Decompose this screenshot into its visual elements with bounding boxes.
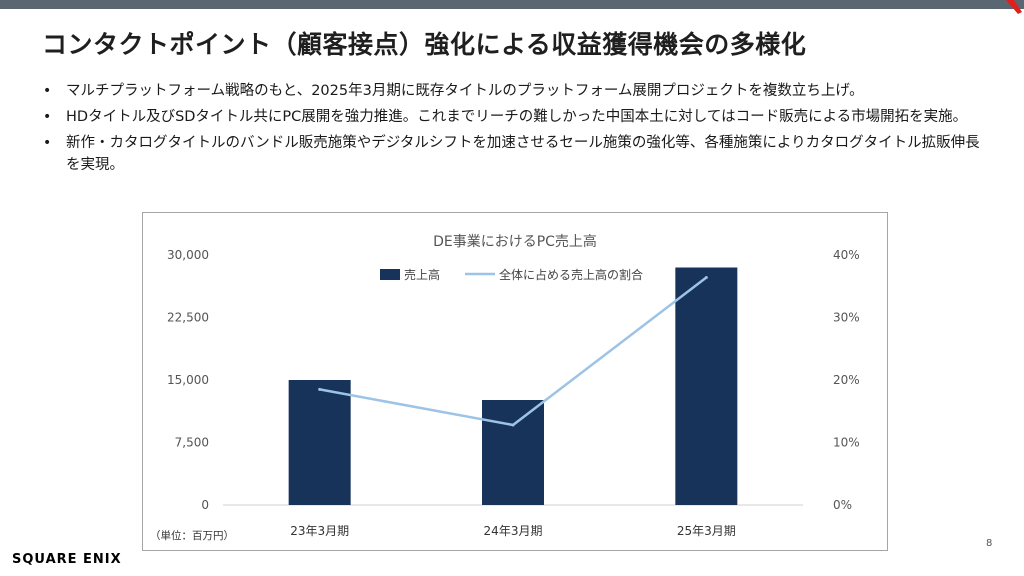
company-logo: SQUARE ENIX [12,552,122,567]
y-right-tick-label: 30% [833,311,860,325]
top-banner [0,0,1024,9]
chart-title: DE事業におけるPC売上高 [433,233,597,250]
x-category-label: 23年3月期 [290,524,349,538]
y-right-tick-label: 20% [833,373,860,387]
bar-sales-1 [288,380,351,505]
line-share-point-2 [511,423,515,427]
bullet-item: 新作・カタログタイトルのバンドル販売施策やデジタルシフトを加速させるセール施策の… [40,132,980,176]
legend-label-sales: 売上高 [404,267,440,282]
x-category-label: 24年3月期 [484,524,543,538]
y-left-tick-label: 22,500 [167,311,209,325]
bullet-item: HDタイトル及びSDタイトル共にPC展開を強力推進。これまでリーチの難しかった中… [40,106,980,128]
pc-sales-chart: DE事業におけるPC売上高 0 7,500 15,000 22,500 30,000 0% 1… [142,212,888,551]
bullet-list: マルチプラットフォーム戦略のもと、2025年3月期に既存タイトルのプラットフォー… [40,80,980,180]
chart-canvas: DE事業におけるPC売上高 0 7,500 15,000 22,500 30,000 0% 1… [167,233,860,538]
bar-sales-3 [675,267,738,505]
y-right-tick-label: 0% [833,498,852,512]
y-left-tick-label: 15,000 [167,373,209,387]
line-share-point-3 [704,276,708,279]
y-right-tick-label: 10% [833,436,860,450]
bullet-item: マルチプラットフォーム戦略のもと、2025年3月期に既存タイトルのプラットフォー… [40,80,980,102]
brand-accent-mark [1006,0,1022,14]
page-title: コンタクトポイント（顧客接点）強化による収益獲得機会の多様化 [42,30,807,59]
legend-swatch-bar [380,269,400,280]
y-right-tick-label: 40% [833,248,860,262]
page-number: 8 [986,538,993,549]
line-share-point-1 [318,387,322,391]
y-left-tick-label: 0 [201,498,209,512]
legend-label-share: 全体に占める売上高の割合 [499,267,643,282]
x-category-label: 25年3月期 [677,524,736,538]
bar-sales-2 [482,400,544,505]
y-left-tick-label: 30,000 [167,248,209,262]
unit-note: （単位：百万円） [150,530,234,542]
y-left-tick-label: 7,500 [175,436,209,450]
